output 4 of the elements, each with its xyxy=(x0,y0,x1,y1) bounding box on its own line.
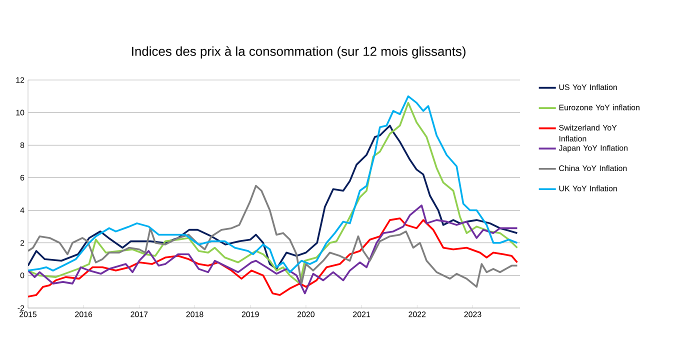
chart-title: Indices des prix à la consommation (sur 12 mois glissants) xyxy=(132,46,466,58)
line-series xyxy=(28,218,518,298)
line-series xyxy=(28,184,518,288)
line-series xyxy=(28,204,518,294)
